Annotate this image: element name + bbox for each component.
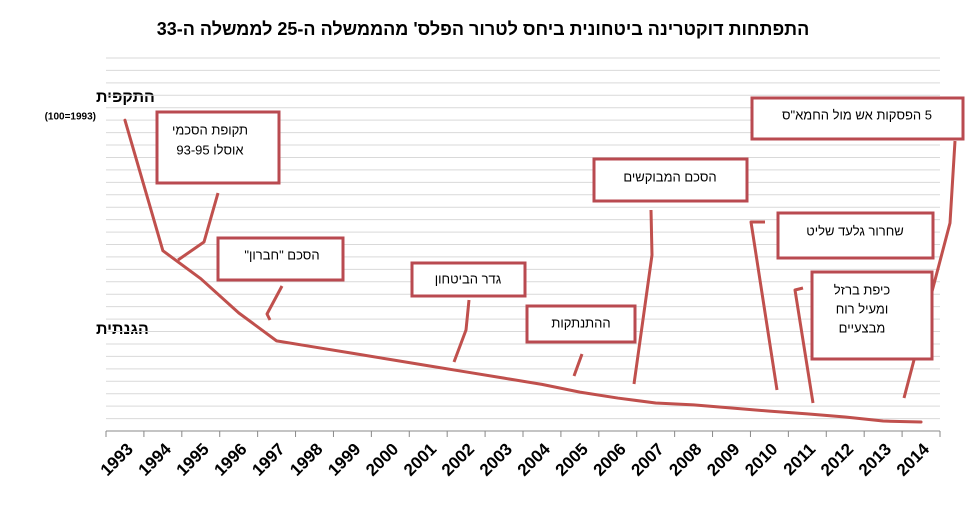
connector <box>572 353 584 377</box>
x-tick-label: 2008 <box>665 440 705 480</box>
annotation-box <box>216 236 345 282</box>
x-tick-label: 2000 <box>362 440 402 480</box>
x-tick-label: 1999 <box>324 440 364 480</box>
x-tick-label: 1996 <box>210 440 250 480</box>
annotation-text: הסכם "חברון" <box>244 247 319 262</box>
annotation-text: מבצעיים <box>839 320 886 335</box>
y-label-bottom: הגנתית <box>96 321 149 338</box>
x-tick-label: 1993 <box>97 440 137 480</box>
x-tick-label: 2005 <box>552 440 592 480</box>
x-tick-label: 1995 <box>173 440 213 480</box>
annotation-text: ההתנתקות <box>551 315 610 330</box>
annotation-box <box>776 211 935 260</box>
annotation-box <box>810 270 934 361</box>
annotation-box <box>750 96 965 141</box>
annotation-text: כיפת ברזל <box>834 282 891 297</box>
annotation-text: שחרור גלעד שליט <box>806 223 904 238</box>
x-tick-label: 2006 <box>590 440 630 480</box>
y-label-note: (100=1993) <box>45 112 96 123</box>
annotation-text: תקופת הסכמי <box>172 122 248 137</box>
x-tick-label: 2003 <box>476 440 516 480</box>
annotation-text: אוסלו 93-95 <box>176 142 243 157</box>
annotation-text: 5 הפסקות אש מול החמא"ס <box>782 107 932 122</box>
x-tick-label: 1997 <box>248 440 288 480</box>
connector <box>177 192 220 262</box>
x-tick-label: 2002 <box>438 440 478 480</box>
x-tick-label: 2009 <box>703 440 743 480</box>
annotation-text: הסכם המבוקשים <box>623 169 716 184</box>
data-line <box>123 118 923 424</box>
annotation-box <box>525 304 637 344</box>
y-label-top: התקפית <box>96 89 155 106</box>
connector <box>452 299 471 363</box>
x-tick-label: 2004 <box>514 439 555 480</box>
annotation-box <box>592 157 749 203</box>
x-tick-label: 1998 <box>286 440 326 480</box>
x-tick-label: 2010 <box>741 440 781 480</box>
annotations: תקופת הסכמי אוסלו 93-95 הסכם "חברון" גדר הב… <box>155 96 965 404</box>
connector <box>265 285 284 321</box>
x-tick-label: 2007 <box>627 440 667 480</box>
annotation-box <box>410 261 527 298</box>
annotation-text: גדר הביטחון <box>435 271 502 286</box>
x-tick-label: 2014 <box>893 439 934 480</box>
x-tick-label: 2013 <box>855 440 895 480</box>
chart-title: התפתחות דוקטרינה ביטחונית ביחס לטרור הפל… <box>157 19 810 39</box>
x-tick-label: 1994 <box>135 439 176 480</box>
x-tick-label: 2001 <box>400 440 440 480</box>
annotation-text: ומעיל רוח <box>836 301 889 316</box>
annotation-box <box>155 110 281 185</box>
connector <box>749 220 779 391</box>
x-tick-label: 2011 <box>780 440 820 480</box>
connector <box>632 209 654 385</box>
connector <box>793 286 815 404</box>
x-tick-label: 2012 <box>817 440 857 480</box>
